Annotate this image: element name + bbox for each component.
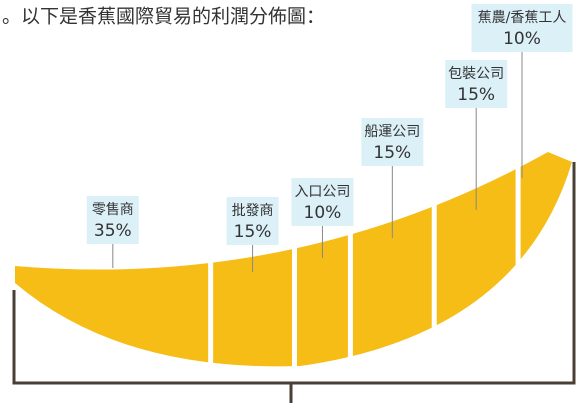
value-label: 10%	[304, 203, 342, 223]
value-label: 15%	[373, 143, 411, 163]
value-label: 15%	[457, 85, 495, 105]
segment	[15, 140, 208, 380]
category-label: 批發商	[232, 203, 274, 219]
category-label: 零售商	[92, 202, 134, 218]
chart-title: 。以下是香蕉國際貿易的利潤分佈圖：	[2, 6, 325, 28]
value-label: 15%	[234, 222, 272, 242]
chart: 。以下是香蕉國際貿易的利潤分佈圖： 零售商 35% 批發商 15% 入口公司 10% 船運公…	[0, 0, 579, 403]
category-label: 入口公司	[294, 184, 350, 200]
category-label: 包裝公司	[448, 66, 504, 82]
value-label: 35%	[94, 221, 132, 241]
category-label: 船運公司	[364, 124, 420, 140]
value-label: 10%	[503, 29, 541, 49]
category-label: 蕉農/香蕉工人	[478, 10, 567, 26]
banana	[15, 140, 574, 380]
segment	[521, 140, 574, 380]
segment	[297, 140, 348, 380]
